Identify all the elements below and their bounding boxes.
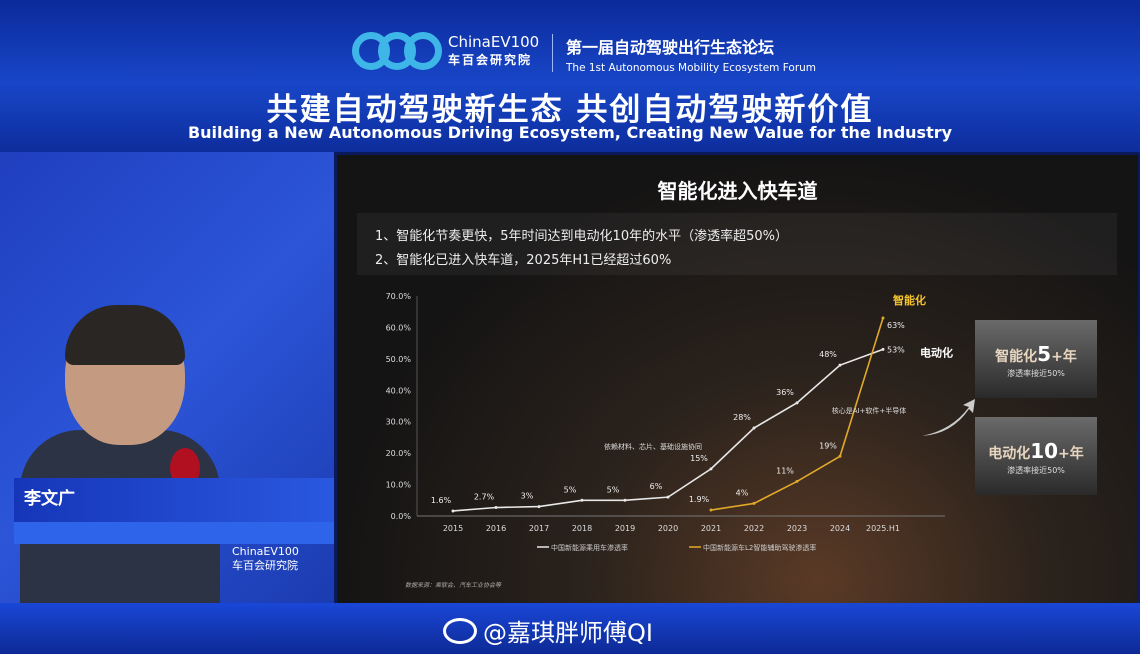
logo-en: ChinaEV100 bbox=[448, 33, 540, 51]
legend-label: 中国新能源乘用车渗透率 bbox=[551, 543, 628, 552]
data-point bbox=[881, 316, 885, 320]
card-number: 10 bbox=[1030, 439, 1059, 463]
bottom-bar: @嘉琪胖师傅QI bbox=[0, 603, 1140, 654]
x-tick-label: 2018 bbox=[572, 524, 592, 533]
divider bbox=[552, 34, 553, 72]
y-tick-label: 50.0% bbox=[386, 355, 412, 364]
y-tick-label: 60.0% bbox=[386, 323, 412, 332]
data-point bbox=[752, 426, 756, 430]
series-end-label: 智能化 bbox=[893, 293, 926, 307]
y-tick-label: 0.0% bbox=[391, 512, 412, 521]
data-label: 36% bbox=[776, 388, 794, 397]
x-tick-label: 2020 bbox=[658, 524, 678, 533]
y-tick-label: 30.0% bbox=[386, 418, 412, 427]
data-point bbox=[881, 347, 885, 351]
data-point bbox=[666, 495, 670, 499]
card-sub: 渗透率接近50% bbox=[1007, 466, 1065, 475]
data-label: 11% bbox=[776, 466, 794, 475]
card-intelligence: 智能化5+年渗透率接近50% bbox=[975, 320, 1097, 398]
data-point bbox=[795, 479, 799, 483]
data-point bbox=[451, 509, 455, 513]
data-point bbox=[838, 454, 842, 458]
watermark-text: @嘉琪胖师傅QI bbox=[483, 619, 653, 647]
data-point bbox=[752, 501, 756, 505]
data-point bbox=[494, 506, 498, 510]
speaker-logo-cn: 车百会研究院 bbox=[232, 559, 298, 572]
data-label: 28% bbox=[733, 413, 751, 422]
x-tick-label: 2024 bbox=[830, 524, 850, 533]
data-label: 53% bbox=[887, 345, 905, 354]
card-sub: 渗透率接近50% bbox=[1007, 369, 1065, 378]
data-point bbox=[537, 505, 541, 509]
arrow-icon bbox=[922, 399, 975, 436]
series-line-0 bbox=[452, 348, 884, 512]
y-tick-label: 10.0% bbox=[386, 481, 412, 490]
x-tick-label: 2023 bbox=[787, 524, 807, 533]
slogan-cn: 共建自动驾驶新生态 共创自动驾驶新价值 bbox=[266, 92, 874, 128]
legend-label: 中国新能源车L2智能辅助驾驶渗透率 bbox=[703, 543, 816, 552]
card-prefix: 智能化 bbox=[995, 349, 1038, 365]
slogan-en: Building a New Autonomous Driving Ecosys… bbox=[187, 123, 953, 142]
x-tick-label: 2022 bbox=[744, 524, 764, 533]
presentation-slide: 智能化进入快车道 1、智能化节奏更快，5年时间达到电动化10年的水平（渗透率超5… bbox=[337, 155, 1138, 603]
y-tick-label: 70.0% bbox=[386, 292, 412, 301]
card-number: 5 bbox=[1037, 342, 1052, 366]
y-tick-label: 20.0% bbox=[386, 449, 412, 458]
slide-title: 智能化进入快车道 bbox=[657, 179, 818, 203]
data-label: 15% bbox=[690, 454, 708, 463]
data-point bbox=[623, 498, 627, 502]
chinaev100-logo: ChinaEV100 车百会研究院 bbox=[352, 30, 539, 72]
speaker-logo: ChinaEV100 车百会研究院 bbox=[232, 545, 299, 573]
data-point bbox=[709, 508, 713, 512]
nameplate-bar bbox=[14, 522, 334, 544]
forum-title-en: The 1st Autonomous Mobility Ecosystem Fo… bbox=[566, 62, 817, 74]
data-label: 19% bbox=[819, 441, 837, 450]
data-label: 3% bbox=[521, 492, 534, 501]
series-end-label: 电动化 bbox=[920, 345, 953, 359]
weibo-icon bbox=[443, 617, 477, 644]
x-tick-label: 2017 bbox=[529, 524, 549, 533]
x-tick-label: 2019 bbox=[615, 524, 635, 533]
data-label: 5% bbox=[607, 485, 620, 494]
card-suffix: +年 bbox=[1058, 446, 1084, 462]
data-label: 1.6% bbox=[431, 496, 452, 505]
data-label: 5% bbox=[564, 485, 577, 494]
data-point bbox=[709, 467, 713, 471]
data-label: 1.9% bbox=[689, 495, 710, 504]
card-suffix: +年 bbox=[1051, 349, 1077, 365]
x-tick-label: 2015 bbox=[443, 524, 463, 533]
card-electrification: 电动化10+年渗透率接近50% bbox=[975, 417, 1097, 495]
annotation: 依赖材料、芯片、基础设施协同 bbox=[604, 442, 702, 451]
bullet-1: 1、智能化节奏更快，5年时间达到电动化10年的水平（渗透率超50%） bbox=[375, 229, 788, 244]
penetration-chart: 0.0% 10.0% 20.0% 30.0% 40.0% 50.0% 60.0% 70.0% 2… bbox=[386, 292, 975, 552]
annotation: 核心是AI+软件+半导体 bbox=[832, 406, 907, 415]
x-tick-label: 2016 bbox=[486, 524, 506, 533]
bullet-list: 1、智能化节奏更快，5年时间达到电动化10年的水平（渗透率超50%） 2、智能化… bbox=[357, 213, 1117, 275]
data-source: 数据来源：乘联会、汽车工业协会等 bbox=[405, 582, 502, 589]
x-tick-label: 2025.H1 bbox=[866, 524, 900, 533]
logo-mark-icon bbox=[352, 30, 442, 72]
data-point bbox=[795, 401, 799, 405]
y-tick-label: 40.0% bbox=[386, 386, 412, 395]
data-label: 2.7% bbox=[474, 493, 495, 502]
speaker-logo-en: ChinaEV100 bbox=[232, 545, 299, 558]
data-label: 63% bbox=[887, 321, 905, 330]
bullet-2: 2、智能化已进入快车道，2025年H1已经超过60% bbox=[375, 253, 672, 268]
event-banner: ChinaEV100 车百会研究院 第一届自动驾驶出行生态论坛 The 1st Au… bbox=[0, 0, 1140, 152]
watermark: @嘉琪胖师傅QI bbox=[443, 613, 653, 648]
data-point bbox=[580, 498, 584, 502]
data-label: 6% bbox=[650, 482, 663, 491]
speaker-nameplate: 李文广 bbox=[14, 478, 334, 524]
x-tick-label: 2021 bbox=[701, 524, 721, 533]
speaker-name: 李文广 bbox=[24, 489, 75, 509]
data-point bbox=[838, 363, 842, 367]
data-label: 48% bbox=[819, 350, 837, 359]
data-label: 4% bbox=[736, 488, 749, 497]
logo-cn: 车百会研究院 bbox=[448, 53, 533, 67]
forum-title-cn: 第一届自动驾驶出行生态论坛 bbox=[566, 38, 775, 57]
card-prefix: 电动化 bbox=[988, 446, 1031, 462]
